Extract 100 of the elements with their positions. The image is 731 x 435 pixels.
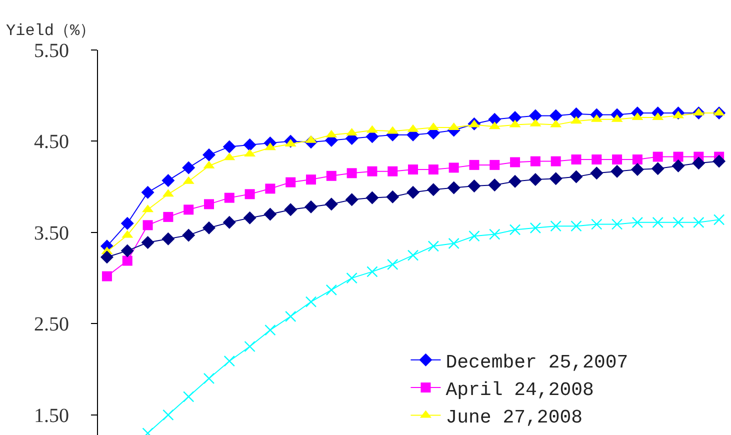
point xyxy=(468,230,480,242)
point xyxy=(182,161,196,174)
point xyxy=(204,199,214,210)
point xyxy=(408,164,418,175)
point xyxy=(388,166,398,176)
point xyxy=(610,164,624,178)
point xyxy=(651,162,664,176)
point xyxy=(448,238,460,250)
point xyxy=(163,212,174,222)
point xyxy=(243,138,256,152)
point xyxy=(570,220,582,232)
point xyxy=(345,193,358,206)
point xyxy=(326,284,338,296)
point xyxy=(570,170,583,184)
point xyxy=(570,107,583,120)
y-tick-label: 5.50 xyxy=(34,40,69,62)
point xyxy=(549,109,562,122)
point xyxy=(530,222,542,234)
point xyxy=(184,204,194,215)
point xyxy=(182,391,194,402)
point xyxy=(672,159,685,172)
y-tick-label: 4.50 xyxy=(34,131,69,154)
point xyxy=(448,162,459,173)
point xyxy=(324,198,338,211)
point xyxy=(203,372,215,384)
point xyxy=(244,189,255,200)
point xyxy=(488,178,502,192)
point xyxy=(571,154,582,164)
point xyxy=(346,272,358,284)
point xyxy=(489,228,500,240)
point xyxy=(304,200,318,214)
point xyxy=(286,177,296,188)
point xyxy=(509,224,521,236)
point xyxy=(224,356,235,367)
point xyxy=(387,258,398,270)
point xyxy=(713,214,725,226)
point xyxy=(528,109,542,122)
point xyxy=(120,216,134,230)
point xyxy=(222,140,236,154)
point xyxy=(407,250,419,261)
point xyxy=(285,310,296,322)
point xyxy=(406,186,420,199)
y-tick-label: 2.50 xyxy=(34,314,69,336)
point xyxy=(122,256,132,266)
point xyxy=(244,340,256,352)
point xyxy=(612,154,622,164)
point xyxy=(243,211,256,224)
point xyxy=(162,409,174,421)
point xyxy=(265,184,276,194)
point xyxy=(366,266,378,278)
point xyxy=(366,191,379,204)
point xyxy=(590,166,604,180)
point xyxy=(712,154,726,168)
point xyxy=(162,174,175,187)
point xyxy=(346,168,357,178)
point xyxy=(100,250,114,264)
point xyxy=(611,218,623,230)
point xyxy=(306,174,316,185)
point xyxy=(222,216,236,229)
point xyxy=(508,174,522,188)
point xyxy=(672,216,684,228)
point xyxy=(326,170,336,181)
point xyxy=(530,156,540,166)
point xyxy=(284,203,298,216)
point xyxy=(426,183,440,196)
point xyxy=(367,166,378,176)
point xyxy=(508,111,522,124)
point xyxy=(202,148,216,162)
point xyxy=(202,221,216,234)
point xyxy=(428,240,440,252)
point xyxy=(428,164,438,175)
legend-label: April 24,2008 xyxy=(446,378,594,401)
point xyxy=(592,154,602,164)
point xyxy=(652,152,663,162)
point xyxy=(550,156,561,166)
point xyxy=(632,154,642,164)
point xyxy=(692,156,706,170)
point xyxy=(693,216,704,228)
point xyxy=(141,236,154,249)
y-tick-label: 1.50 xyxy=(34,404,69,427)
point xyxy=(305,296,317,308)
point xyxy=(264,324,276,336)
point xyxy=(162,232,175,246)
point xyxy=(673,152,684,162)
point xyxy=(490,160,500,170)
y-tick-label: 3.50 xyxy=(34,222,69,244)
point xyxy=(469,160,480,170)
point xyxy=(447,181,460,194)
point xyxy=(510,157,520,168)
point xyxy=(591,218,602,230)
point xyxy=(488,112,502,126)
point xyxy=(224,192,234,203)
point xyxy=(182,228,196,242)
point xyxy=(141,186,154,199)
point xyxy=(632,216,644,228)
point xyxy=(142,220,153,230)
point xyxy=(102,271,112,282)
legend-label: June 27,2008 xyxy=(446,406,583,429)
y-axis-title: Yield（%） xyxy=(6,22,96,40)
point xyxy=(120,244,134,258)
